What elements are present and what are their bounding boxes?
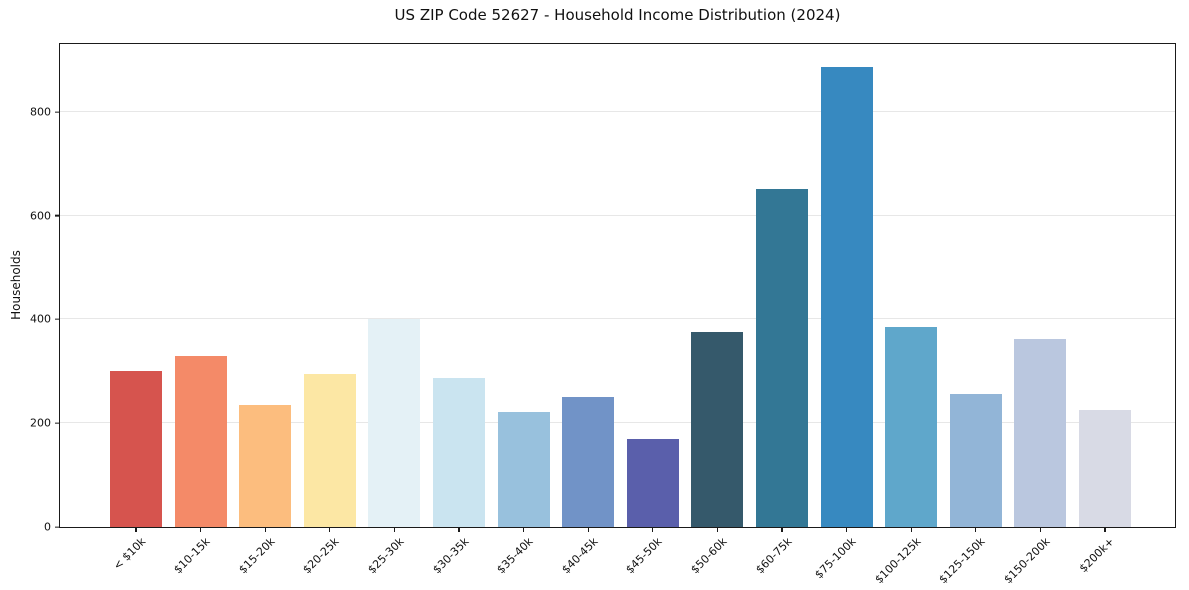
x-tick [975,527,977,532]
x-tick [199,527,202,532]
x-tick-label: $125-150k [936,535,988,587]
y-tick-label: 0 [44,520,51,534]
bar [174,355,227,527]
bar [885,326,938,527]
x-tick [1039,527,1042,532]
x-tick-label: < $10k [110,535,149,573]
bar [1079,409,1131,527]
y-tick-200 [55,422,60,424]
x-tick-label: $100-125k [872,535,924,587]
bar [303,373,356,527]
bar [433,377,485,527]
bar [239,404,292,527]
x-tick [587,527,589,532]
bar [1014,338,1067,527]
gridline-200 [60,422,1175,424]
y-tick-800 [55,111,60,113]
x-tick-label: $50-60k [688,535,730,577]
y-tick-600 [55,214,60,217]
x-tick-label: $45-50k [623,535,665,577]
x-tick-label: $75-100k [812,535,859,582]
x-tick-label: $150-200k [1001,535,1053,587]
x-tick [264,527,266,532]
bar [562,397,615,527]
x-tick [652,527,654,532]
x-tick-label: $25-30k [365,535,407,577]
bar [110,371,162,527]
bar [691,332,744,527]
x-tick [458,527,460,532]
y-tick-label: 200 [30,416,51,430]
bar [820,67,873,527]
x-tick-label: $10-15k [171,535,213,577]
x-tick-label: $20-25k [300,535,342,577]
x-tick-label: $200k+ [1077,535,1118,576]
y-tick-label: 800 [30,105,51,119]
x-tick [781,527,783,532]
y-tick-label: 600 [30,209,51,223]
y-tick-400 [55,318,60,321]
bar [626,438,679,527]
x-tick-label: $35-40k [494,535,536,577]
x-tick [522,527,525,532]
bar [949,393,1002,527]
x-tick-label: $30-35k [429,535,472,577]
bar [756,188,808,527]
gridline-400 [60,318,1175,320]
plot-area: 0 200 400 600 800 < $10k $10-15k $15-20k $20-25k… [30,43,1176,586]
gridline-600 [60,214,1175,216]
x-tick-label: $15-20k [236,535,278,577]
bar [497,411,550,527]
x-tick [329,527,331,532]
y-axis-label: Households [9,250,23,320]
y-tick-label: 400 [30,312,51,326]
x-tick [393,527,396,532]
chart-title: US ZIP Code 52627 - Household Income Dis… [394,6,841,24]
gridline-800 [60,110,1175,112]
x-tick-label: $40-45k [559,535,601,577]
bar [368,319,421,527]
x-tick [845,527,848,532]
x-tick [135,527,137,532]
x-tick-label: $60-75k [752,535,795,577]
y-tick-0 [55,526,60,528]
x-tick [716,527,719,532]
x-tick [1104,527,1106,532]
x-tick [910,527,912,532]
